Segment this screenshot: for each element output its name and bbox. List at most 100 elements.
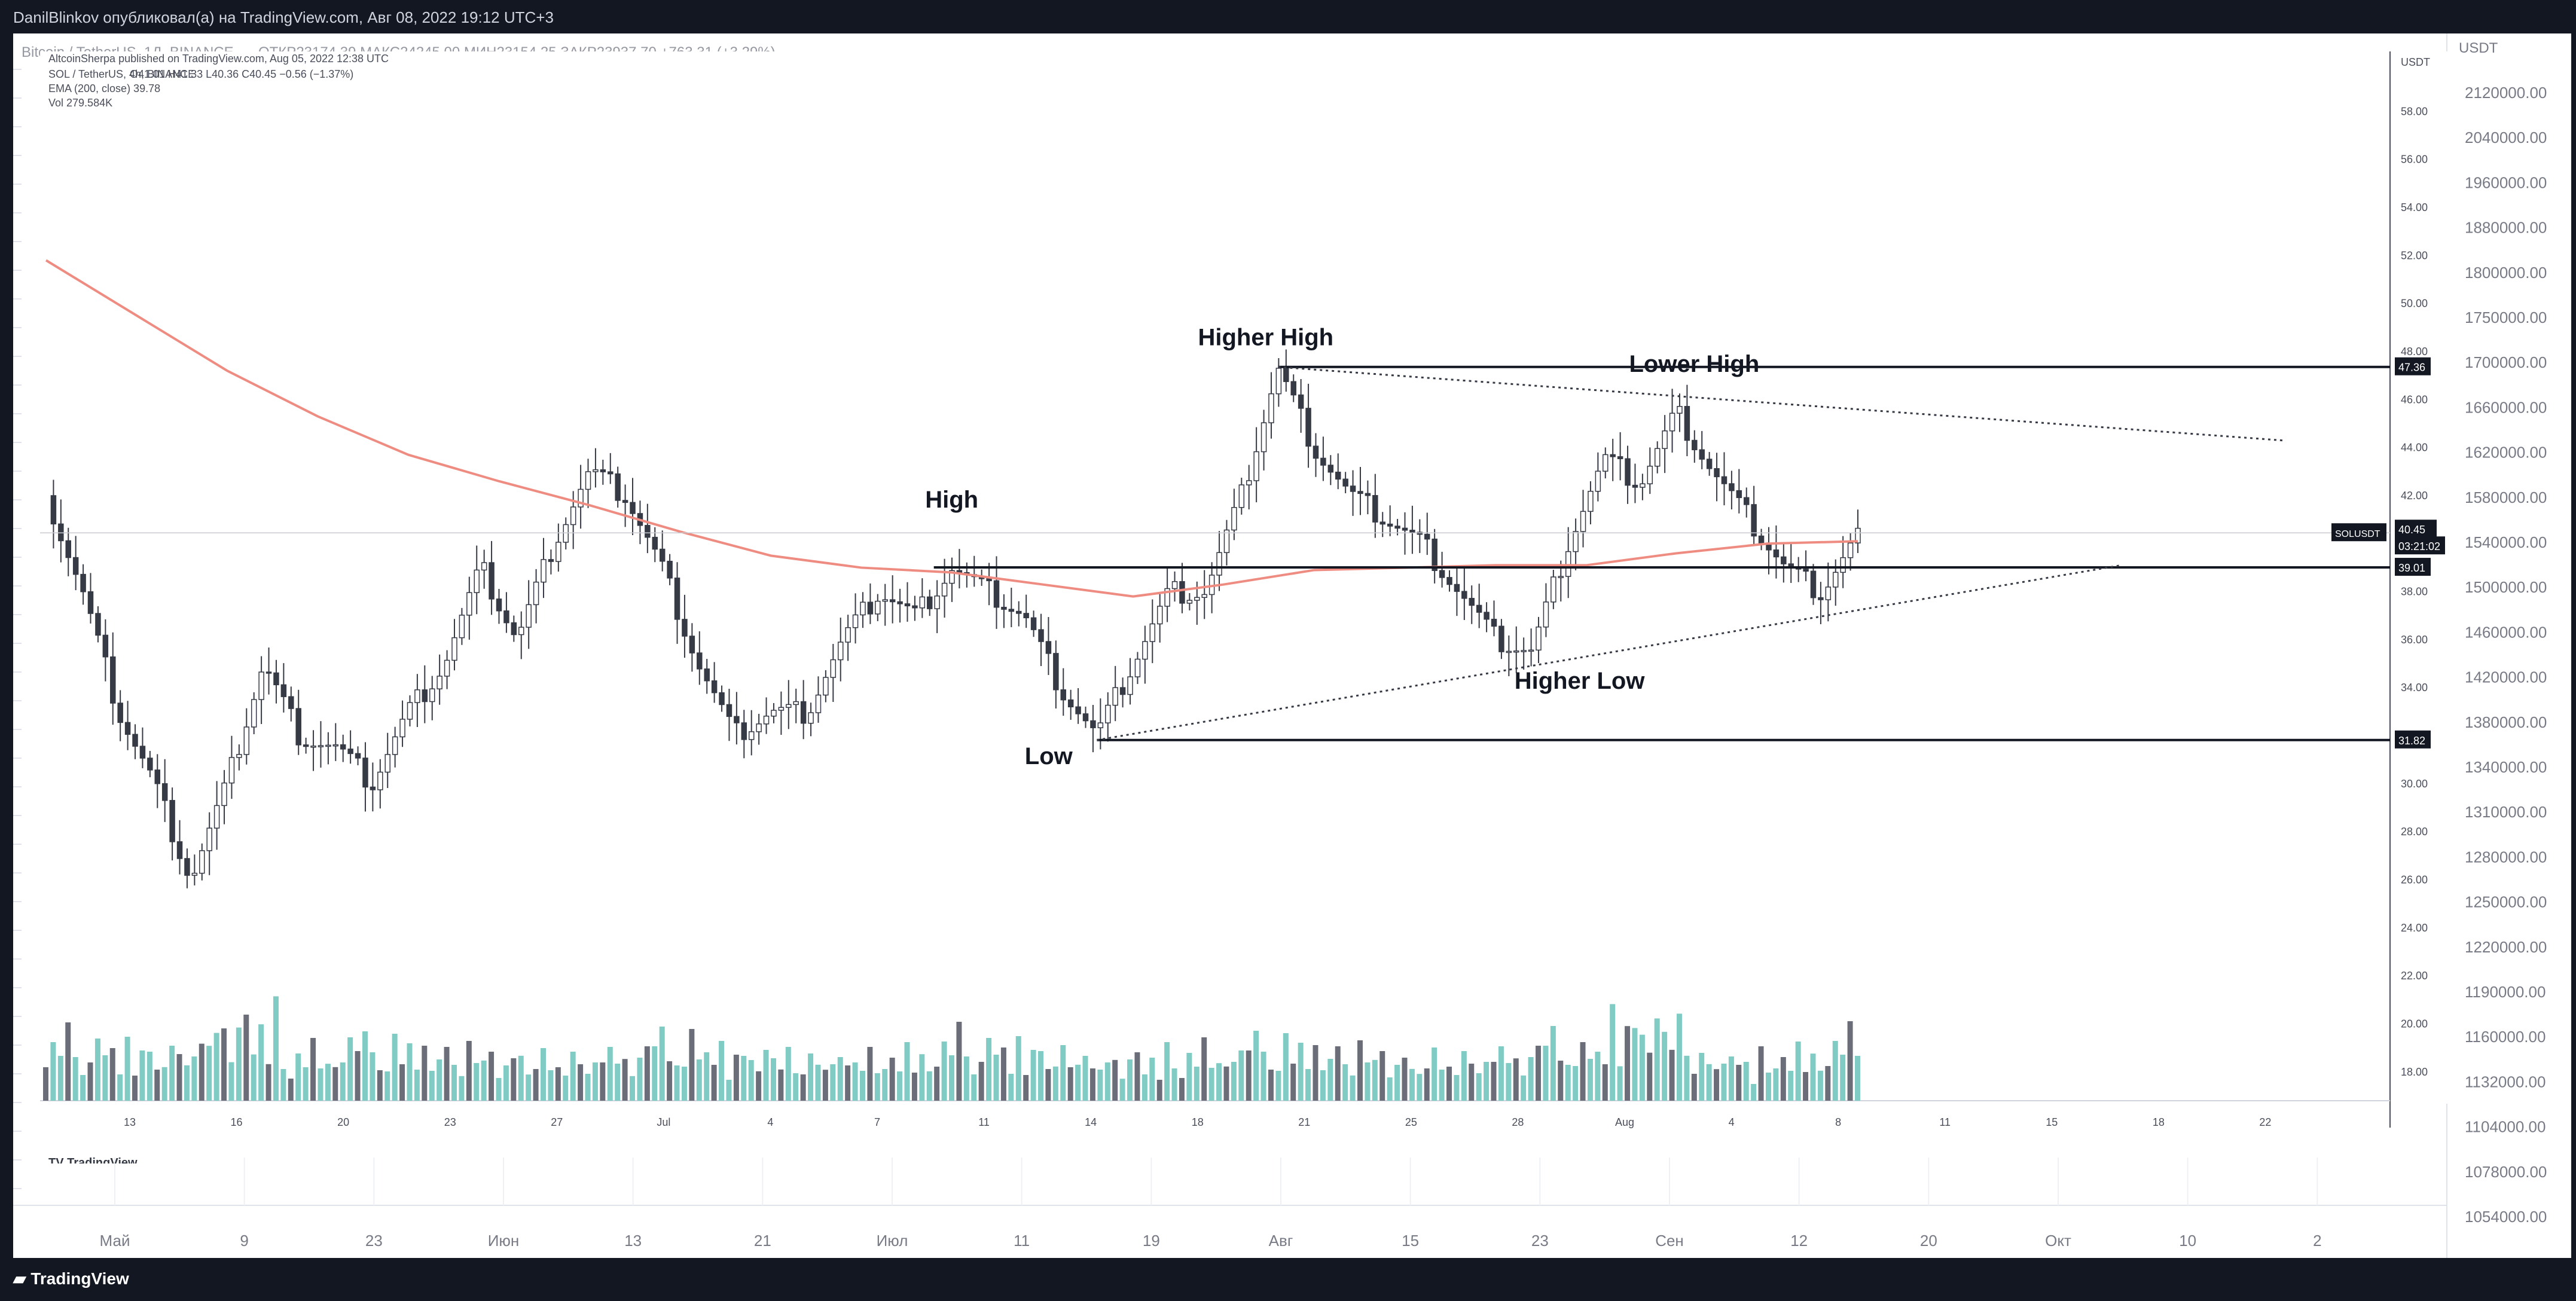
volume-bar <box>1669 1049 1675 1101</box>
volume-bar <box>347 1037 353 1101</box>
candle-body <box>303 744 309 747</box>
candle-body <box>615 473 621 501</box>
candle-body <box>1149 623 1156 642</box>
volume-bar <box>1765 1073 1771 1101</box>
candle-body <box>1773 549 1780 558</box>
volume-bar <box>926 1071 932 1101</box>
candle-body <box>392 736 398 755</box>
volume-bar <box>1728 1056 1734 1101</box>
volume-bar <box>1290 1064 1296 1101</box>
volume-bar <box>1810 1053 1816 1101</box>
volume-bar <box>474 1063 480 1101</box>
volume-bar <box>630 1076 636 1101</box>
candle-body <box>845 627 851 643</box>
outer-x-tick-label: 21 <box>754 1232 771 1250</box>
volume-bar <box>1045 1069 1051 1101</box>
volume-bar <box>882 1069 888 1101</box>
outer-y-tick-label: 1500000.00 <box>2465 578 2547 596</box>
candle-body <box>689 636 695 653</box>
candle-body <box>1469 598 1475 606</box>
sol-chart[interactable]: AltcoinSherpa published on TradingView.c… <box>40 51 2456 1163</box>
volume-bar <box>139 1050 145 1101</box>
volume-bar <box>1179 1078 1185 1101</box>
candle-body <box>451 637 457 661</box>
candle-body <box>1424 533 1430 540</box>
inner-legend-line: EMA (200, close) 39.78 <box>48 83 160 94</box>
candle-body <box>132 734 138 747</box>
candle-body <box>1432 538 1437 571</box>
volume-bar <box>1825 1066 1831 1101</box>
volume-bar <box>845 1065 851 1101</box>
price-label-last-bg <box>2395 520 2437 538</box>
volume-bar <box>555 1067 561 1101</box>
volume-bar <box>1246 1050 1252 1101</box>
candle-body <box>429 688 435 703</box>
volume-bar <box>1372 1059 1378 1101</box>
volume-bar <box>154 1070 160 1101</box>
volume-bar <box>332 1067 338 1101</box>
volume-bar <box>1424 1068 1430 1101</box>
candle-body <box>147 758 153 771</box>
outer-chart-area[interactable]: Bitcoin / TetherUS, 1Д, BINANCE ОТКР2317… <box>13 33 2571 1258</box>
inner-x-tick-label: Aug <box>1615 1116 1634 1128</box>
candle-body <box>1231 506 1237 531</box>
volume-bar <box>659 1027 665 1101</box>
candle-body <box>191 872 198 876</box>
trendline-upper <box>1278 366 2283 442</box>
candle-body <box>161 783 168 801</box>
candle-body <box>578 488 584 508</box>
candle-body <box>823 677 829 696</box>
inner-y-tick-label: 36.00 <box>2401 634 2428 646</box>
volume-bar <box>1305 1069 1311 1101</box>
volume-bar <box>451 1065 457 1101</box>
candle-body <box>548 559 554 562</box>
volume-bar <box>80 1075 86 1101</box>
volume-bar <box>1521 1075 1527 1101</box>
outer-y-tick-label: 1620000.00 <box>2465 444 2547 462</box>
volume-bar <box>1394 1065 1400 1101</box>
volume-bar <box>1699 1053 1705 1101</box>
inner-x-tick-label: 21 <box>1298 1116 1310 1128</box>
inner-y-tick-label: 28.00 <box>2401 826 2428 838</box>
volume-bar <box>1543 1046 1549 1101</box>
candle-body <box>1781 556 1787 564</box>
outer-y-tick-label: 1190000.00 <box>2465 983 2546 1001</box>
volume-bar <box>1350 1075 1356 1101</box>
volume-bar <box>696 1059 702 1101</box>
candle-body <box>1847 542 1854 558</box>
volume-bar <box>1142 1074 1147 1101</box>
outer-y-tick-label: 1960000.00 <box>2465 173 2547 191</box>
volume-bar <box>1439 1070 1445 1101</box>
candle-body <box>741 722 747 740</box>
candle-body <box>124 722 131 735</box>
volume-bar <box>1454 1075 1460 1101</box>
candle-body <box>206 827 212 851</box>
volume-bar <box>459 1076 465 1101</box>
volume-bar <box>1446 1067 1452 1101</box>
volume-bar <box>770 1058 776 1101</box>
outer-price-axis[interactable]: USDT 2120000.00 2040000.00 1960000.00 188000… <box>13 33 2571 1258</box>
volume-bar <box>719 1041 725 1101</box>
volume-bar <box>1134 1052 1140 1101</box>
candle-body <box>600 469 606 472</box>
volume-bar <box>1298 1043 1304 1101</box>
candle-body <box>1298 394 1304 409</box>
volume-bar <box>1832 1041 1838 1101</box>
inner-x-tick-label: 23 <box>444 1116 456 1128</box>
volume-bar <box>1082 1056 1088 1101</box>
outer-y-tick-label: 1220000.00 <box>2465 938 2547 956</box>
candle-body <box>1045 641 1052 654</box>
inner-x-tick-label: 18 <box>2153 1116 2165 1128</box>
volume-bar <box>1223 1066 1229 1101</box>
candle-body <box>347 749 353 755</box>
candle-body <box>236 754 242 758</box>
volume-bar <box>1706 1064 1712 1101</box>
volume-bar <box>518 1055 524 1101</box>
candle-body <box>318 745 324 747</box>
volume-bar <box>392 1034 398 1101</box>
candle-body <box>518 627 524 636</box>
volume-bar <box>793 1073 799 1101</box>
candle-body <box>72 557 79 575</box>
candle-body <box>332 744 339 747</box>
volume-bar <box>741 1056 747 1101</box>
